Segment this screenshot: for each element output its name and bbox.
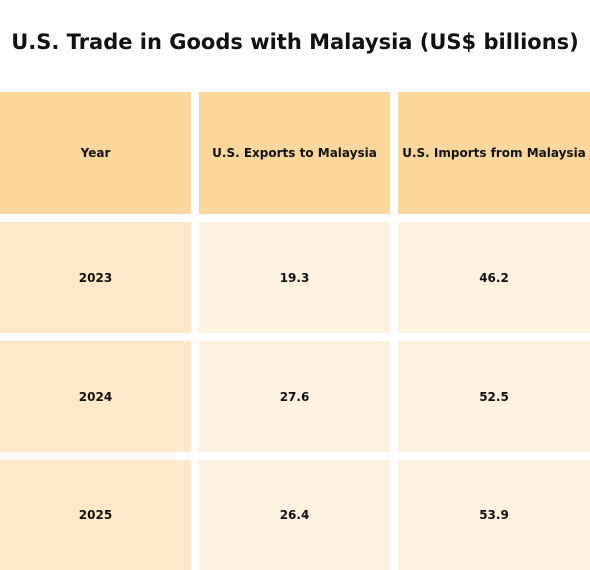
row-label: 2025 [0, 460, 191, 570]
title: U.S. Trade in Goods with Malaysia (US$ b… [11, 30, 579, 54]
data-cell: 46.2 [398, 222, 590, 333]
data-cell: 27.6 [199, 341, 390, 452]
data-cell: 26.4 [199, 460, 390, 570]
data-cell: 53.9 [398, 460, 590, 570]
header-cell: U.S. Exports to Malaysia [199, 92, 390, 214]
table: Year U.S. Exports to Malaysia U.S. Imports… [0, 92, 590, 570]
header-cell: Year [0, 92, 191, 214]
data-cell: 52.5 [398, 341, 590, 452]
row-label: 2023 [0, 222, 191, 333]
header-cell: U.S. Imports from Malaysia [398, 92, 590, 214]
data-cell: 19.3 [199, 222, 390, 333]
row-label: 2024 [0, 341, 191, 452]
